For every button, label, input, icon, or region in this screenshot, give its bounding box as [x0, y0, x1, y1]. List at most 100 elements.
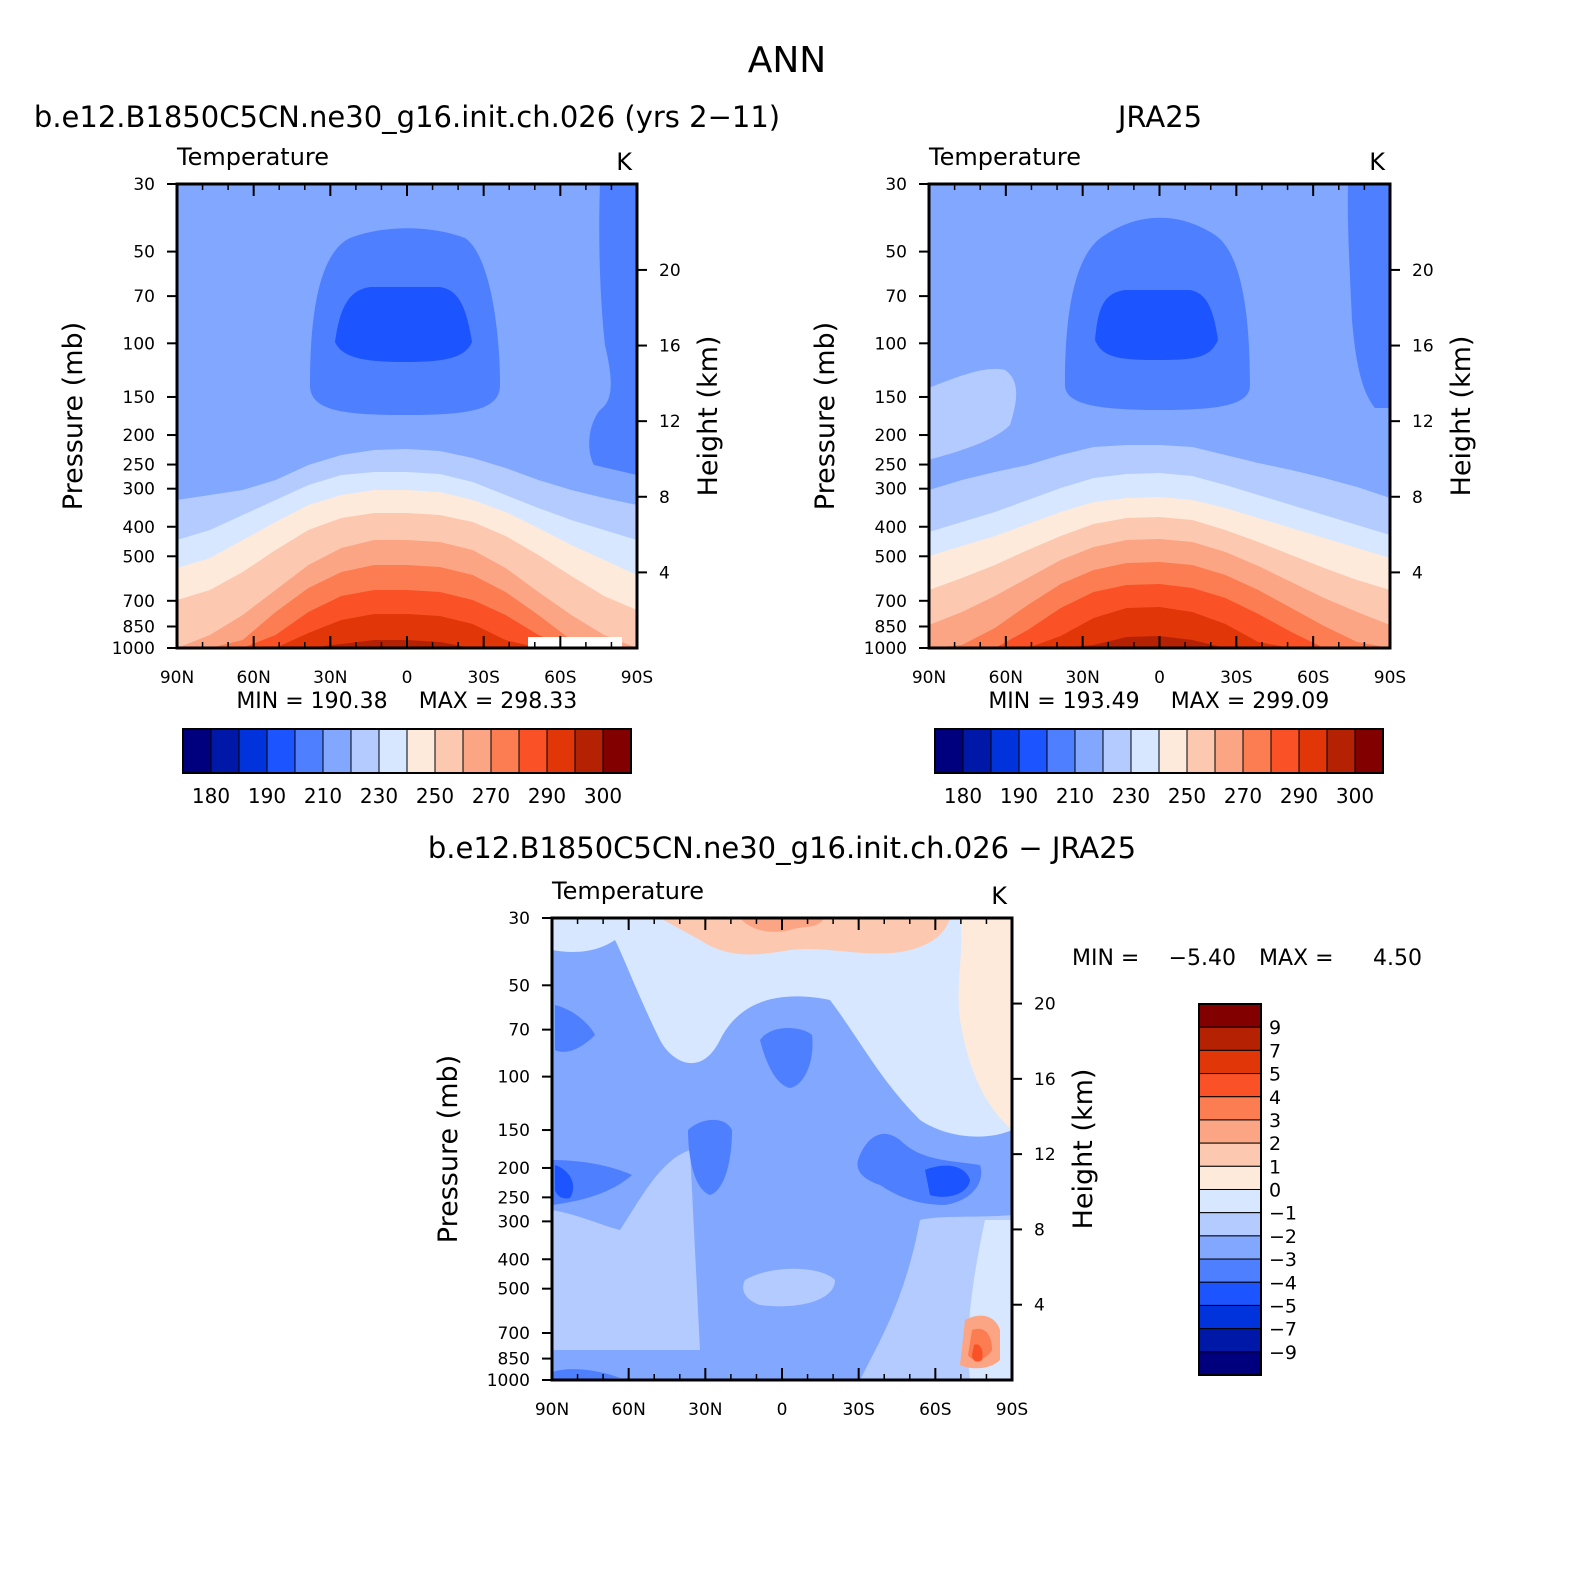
y-tick-label: 30 [133, 175, 155, 195]
contour-fill [688, 1119, 732, 1195]
y2-tick-label: 16 [1034, 1070, 1056, 1090]
contour-fill [552, 1150, 700, 1350]
y-axis-label: Pressure (mb) [58, 322, 89, 510]
figure-title: ANN [748, 40, 827, 81]
colorbar-box [1198, 1049, 1262, 1075]
y-tick-label: 150 [875, 388, 907, 408]
colorbar-box [434, 728, 464, 774]
colorbar-box [266, 728, 296, 774]
colorbar-label: 290 [1280, 784, 1318, 808]
x-tick-label: 90S [621, 668, 653, 688]
colorbar-box [1242, 728, 1272, 774]
x-tick-label: 60S [1297, 668, 1329, 688]
units-label: K [1369, 148, 1386, 176]
colorbar-box [1198, 1328, 1262, 1353]
y-tick-label: 400 [123, 518, 155, 538]
colorbar-box [1214, 728, 1244, 774]
colorbar-label: 230 [1112, 784, 1150, 808]
y2-tick-label: 16 [1412, 337, 1434, 357]
colorbar-label: −5 [1269, 1295, 1297, 1317]
colorbar-frame [934, 728, 1384, 774]
y2-tick-label: 8 [1034, 1220, 1045, 1240]
y2-axis-label: Height (km) [693, 336, 724, 497]
colorbar-box [294, 728, 324, 774]
colorbar-box [1198, 1003, 1262, 1028]
y-tick-label: 250 [498, 1188, 530, 1208]
colorbar-label: 290 [528, 784, 566, 808]
y-tick-label: 30 [885, 175, 907, 195]
colorbar-label: 180 [192, 784, 230, 808]
contour-fill [1095, 290, 1218, 360]
colorbar-label: 300 [1336, 784, 1374, 808]
min-value: −5.40 [1169, 946, 1236, 971]
colorbar-box [574, 728, 604, 774]
contour-fill [972, 1344, 983, 1362]
y2-tick-label: 16 [659, 337, 681, 357]
colorbar-label: 210 [1056, 784, 1094, 808]
y-tick-label: 500 [875, 547, 907, 567]
colorbar-box [546, 728, 576, 774]
colorbar-box [934, 728, 964, 774]
contour-fill [925, 1165, 970, 1197]
y2-tick-label: 20 [1034, 995, 1056, 1015]
y-tick-label: 70 [508, 1021, 530, 1041]
colorbar-box [1102, 728, 1132, 774]
max-label: MAX = 299.09 [1171, 689, 1330, 714]
y-tick-label: 850 [498, 1350, 530, 1370]
colorbar-box [518, 728, 548, 774]
colorbar-label: 210 [304, 784, 342, 808]
y-tick-label: 500 [123, 547, 155, 567]
colorbar-box [602, 728, 632, 774]
colorbar-label: −1 [1269, 1203, 1297, 1225]
y-tick-label: 850 [123, 617, 155, 637]
panel-title: b.e12.B1850C5CN.ne30_g16.init.ch.026 (yr… [34, 100, 780, 134]
x-tick-label: 0 [402, 668, 413, 688]
colorbar-box [1046, 728, 1076, 774]
colorbar-box [1198, 1212, 1262, 1237]
units-label: K [991, 882, 1008, 910]
y-tick-label: 50 [508, 976, 530, 996]
contour-fill [660, 918, 950, 955]
x-tick-label: 60N [611, 1400, 645, 1420]
colorbar-label: −9 [1269, 1342, 1297, 1364]
colorbar-box [182, 728, 212, 774]
max-label: MAX = 298.33 [419, 689, 578, 714]
y-tick-label: 400 [875, 518, 907, 538]
min-label: MIN = 193.49 [988, 689, 1139, 714]
colorbar-box [1198, 1258, 1262, 1283]
colorbar-frame [182, 728, 632, 774]
colorbar-box [1198, 1189, 1262, 1214]
panel-title: JRA25 [1116, 100, 1202, 134]
y-tick-label: 100 [875, 334, 907, 354]
colorbar-label: 250 [416, 784, 454, 808]
y-tick-label: 250 [875, 456, 907, 476]
variable-label: Temperature [176, 143, 329, 171]
y-tick-label: 1000 [487, 1371, 530, 1391]
contour-fill [589, 184, 637, 475]
colorbar-label: 270 [472, 784, 510, 808]
x-tick-label: 90N [160, 668, 194, 688]
colorbar-box [962, 728, 992, 774]
contour-field [177, 184, 637, 648]
x-tick-label: 0 [1154, 668, 1165, 688]
colorbar-label: −4 [1269, 1272, 1297, 1294]
y2-tick-label: 8 [659, 488, 670, 508]
y-tick-label: 300 [498, 1212, 530, 1232]
x-tick-label: 90S [1374, 668, 1406, 688]
x-tick-label: 90S [996, 1400, 1028, 1420]
colorbar-box [1130, 728, 1160, 774]
y-tick-label: 200 [498, 1159, 530, 1179]
x-tick-label: 60N [236, 668, 270, 688]
y-tick-label: 500 [498, 1280, 530, 1300]
colorbar-label: 5 [1269, 1064, 1281, 1086]
y-tick-label: 50 [133, 243, 155, 263]
contour-fill [1347, 184, 1390, 408]
contour-field [929, 184, 1390, 648]
colorbar-box [990, 728, 1020, 774]
x-tick-label: 60N [989, 668, 1023, 688]
y-axis-label: Pressure (mb) [433, 1055, 464, 1243]
colorbar-label: 190 [248, 784, 286, 808]
colorbar-box [1186, 728, 1216, 774]
max-label: MAX = [1259, 946, 1334, 971]
colorbar-box [1198, 1096, 1262, 1121]
